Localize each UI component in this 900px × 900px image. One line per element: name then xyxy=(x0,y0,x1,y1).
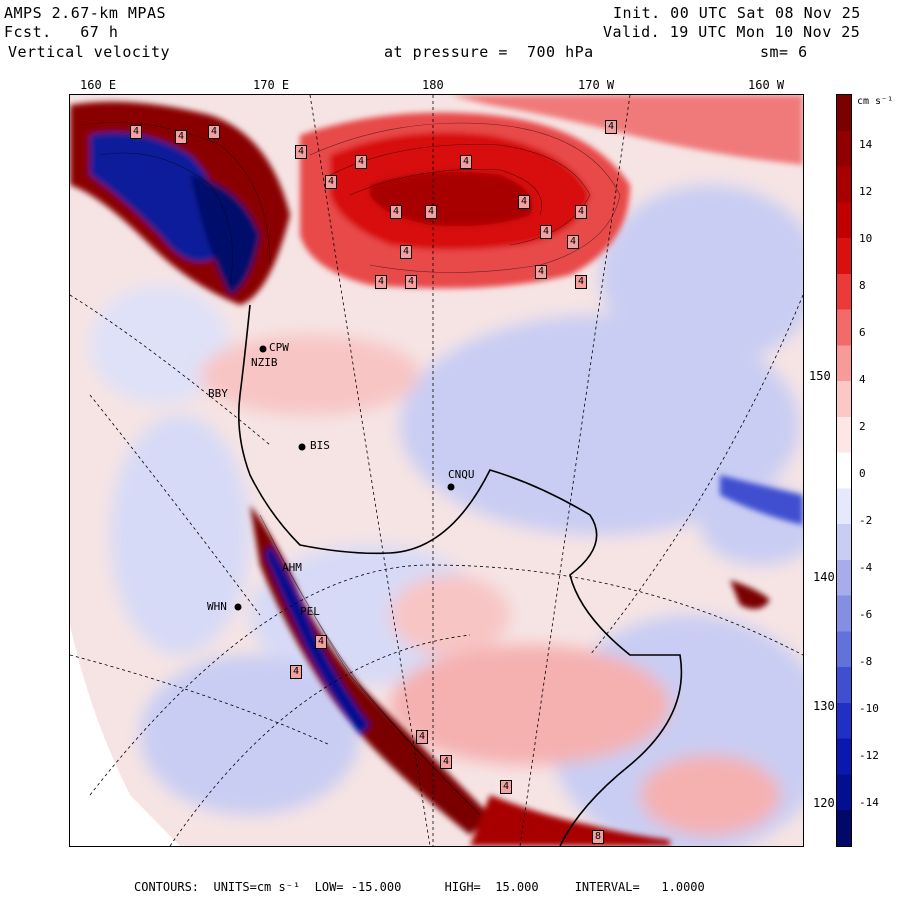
contour-value-label: 4 xyxy=(355,155,368,169)
station-nzib: NZIB xyxy=(251,356,278,369)
lon-label-160e: 160 E xyxy=(80,78,117,92)
contour-value-label: 4 xyxy=(208,125,221,139)
colorbar-tick: -8 xyxy=(859,655,873,668)
colorbar-tick: 0 xyxy=(859,467,866,480)
station-ahm: AHM xyxy=(282,561,302,574)
contour-value-label: 4 xyxy=(440,755,453,769)
variable-name: Vertical velocity xyxy=(8,43,171,61)
forecast-hour: Fcst. 67 h xyxy=(4,23,119,41)
contour-value-label: 4 xyxy=(500,780,513,794)
contour-value-label: 4 xyxy=(540,225,553,239)
lon-label-170w: 170 W xyxy=(578,78,615,92)
colorbar-tick: -2 xyxy=(859,514,873,527)
vertical-velocity-field xyxy=(70,95,803,846)
colorbar-tick: 12 xyxy=(859,185,873,198)
pressure-level: at pressure = 700 hPa xyxy=(384,43,594,61)
contour-value-label: 4 xyxy=(295,145,308,159)
contour-info: CONTOURS: UNITS=cm s⁻¹ LOW= -15.000 HIGH… xyxy=(134,880,705,894)
station-bis: BIS xyxy=(310,439,330,452)
station-cpw: CPW xyxy=(269,341,289,354)
lon-label-170e: 170 E xyxy=(253,78,290,92)
init-time: Init. 00 UTC Sat 08 Nov 25 xyxy=(613,4,861,22)
contour-value-label: 4 xyxy=(325,175,338,189)
contour-value-label: 4 xyxy=(175,130,188,144)
contour-value-label: 4 xyxy=(130,125,143,139)
contour-value-label: 4 xyxy=(315,635,328,649)
colorbar-tick: -4 xyxy=(859,561,873,574)
contour-value-label: 4 xyxy=(405,275,418,289)
station-whn: WHN xyxy=(207,600,227,613)
station-cnqu: CNQU xyxy=(448,468,475,481)
model-title: AMPS 2.67-km MPAS xyxy=(4,4,167,22)
contour-value-label: 4 xyxy=(605,120,618,134)
colorbar-tick: 2 xyxy=(859,420,866,433)
colorbar-unit: cm s⁻¹ xyxy=(857,96,894,107)
colorbar-tick: 6 xyxy=(859,326,866,339)
contour-value-label: 4 xyxy=(390,205,403,219)
contour-value-label: 4 xyxy=(290,665,303,679)
contour-value-label: 4 xyxy=(425,205,438,219)
lon-label-180: 180 xyxy=(422,78,444,92)
colorbar-tick: -6 xyxy=(859,608,873,621)
smoothing: sm= 6 xyxy=(760,43,808,61)
colorbar-tick: 8 xyxy=(859,279,866,292)
colorbar-tick: -12 xyxy=(859,749,879,762)
colorbar xyxy=(836,94,852,847)
contour-value-label: 4 xyxy=(575,275,588,289)
contour-value-label: 4 xyxy=(518,195,531,209)
station-bby: BBY xyxy=(208,387,228,400)
lon-label-160w: 160 W xyxy=(748,78,785,92)
colorbar-tick: 14 xyxy=(859,138,873,151)
colorbar-tick: 4 xyxy=(859,373,866,386)
contour-value-label: 4 xyxy=(460,155,473,169)
contour-value-label: 4 xyxy=(400,245,413,259)
contour-value-label: 8 xyxy=(592,830,605,844)
contour-value-label: 4 xyxy=(567,235,580,249)
contour-value-label: 4 xyxy=(375,275,388,289)
contour-value-label: 4 xyxy=(535,265,548,279)
contour-value-label: 4 xyxy=(416,730,429,744)
colorbar-tick: -14 xyxy=(859,796,879,809)
valid-time: Valid. 19 UTC Mon 10 Nov 25 xyxy=(603,23,861,41)
contour-value-label: 4 xyxy=(575,205,588,219)
station-pel: PEL xyxy=(300,605,320,618)
colorbar-tick: 10 xyxy=(859,232,873,245)
colorbar-tick: -10 xyxy=(859,702,879,715)
